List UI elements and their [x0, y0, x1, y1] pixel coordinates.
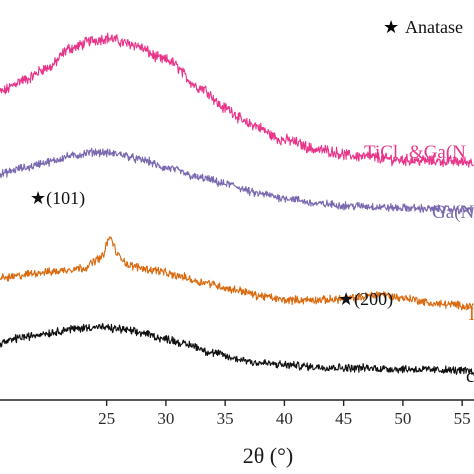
series-label-ticl4-ga: TiCl4 &Ga(N: [364, 142, 466, 166]
legend-label: Anatase: [405, 17, 463, 37]
x-axis-ticks: 25 30 35 40 45 50 55: [98, 400, 471, 428]
legend-star-icon: ★: [383, 17, 399, 37]
series-label-main: TiCl: [364, 142, 398, 163]
series-group: [0, 32, 474, 375]
x-tick-label: 40: [276, 409, 293, 428]
series-label-t: T: [466, 304, 474, 325]
series-label-ga: Ga(N: [432, 202, 474, 223]
peak-annotation-200: ★(200): [338, 289, 393, 310]
series-line-3: [0, 323, 474, 375]
x-tick-label: 25: [98, 409, 115, 428]
x-tick-label: 35: [217, 409, 234, 428]
x-axis-title: 2θ (°): [243, 443, 294, 468]
series-label-sub: 4: [398, 152, 404, 166]
plot-area: [0, 32, 474, 375]
series-label-rest: &Ga(N: [404, 142, 466, 163]
x-tick-label: 55: [454, 409, 471, 428]
x-axis: 25 30 35 40 45 50 55: [0, 399, 474, 428]
x-tick-label: 30: [157, 409, 174, 428]
peak-annotation-101: ★(101): [30, 188, 85, 209]
series-label-c: c: [466, 366, 474, 387]
x-tick-label: 45: [335, 409, 352, 428]
series-line-0: [0, 32, 474, 168]
series-line-2: [0, 236, 474, 311]
series-line-1: [0, 147, 474, 215]
x-tick-label: 50: [394, 409, 411, 428]
